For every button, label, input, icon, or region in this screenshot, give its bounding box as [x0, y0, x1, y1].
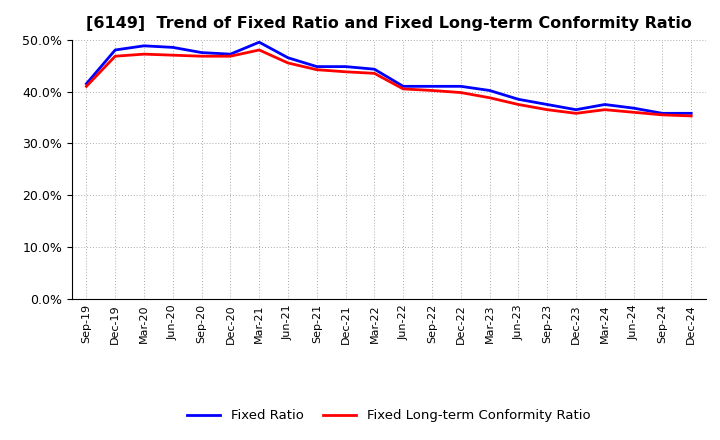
Fixed Ratio: [687, 111, 696, 116]
Fixed Long-term Conformity Ratio: [543, 107, 552, 112]
Fixed Long-term Conformity Ratio: [370, 71, 379, 76]
Fixed Long-term Conformity Ratio: [485, 95, 494, 100]
Fixed Long-term Conformity Ratio: [514, 102, 523, 107]
Fixed Long-term Conformity Ratio: [111, 54, 120, 59]
Fixed Ratio: [255, 40, 264, 45]
Fixed Long-term Conformity Ratio: [456, 90, 465, 95]
Fixed Ratio: [284, 55, 292, 60]
Fixed Ratio: [658, 111, 667, 116]
Fixed Ratio: [543, 102, 552, 107]
Fixed Ratio: [341, 64, 350, 69]
Line: Fixed Long-term Conformity Ratio: Fixed Long-term Conformity Ratio: [86, 50, 691, 116]
Fixed Ratio: [485, 88, 494, 93]
Fixed Ratio: [82, 81, 91, 86]
Fixed Long-term Conformity Ratio: [197, 54, 206, 59]
Fixed Ratio: [399, 84, 408, 89]
Fixed Long-term Conformity Ratio: [284, 60, 292, 66]
Fixed Long-term Conformity Ratio: [341, 69, 350, 74]
Fixed Long-term Conformity Ratio: [140, 51, 148, 57]
Fixed Long-term Conformity Ratio: [687, 113, 696, 118]
Fixed Ratio: [428, 84, 436, 89]
Fixed Ratio: [197, 50, 206, 55]
Fixed Ratio: [572, 107, 580, 112]
Fixed Ratio: [600, 102, 609, 107]
Fixed Ratio: [514, 97, 523, 102]
Fixed Ratio: [456, 84, 465, 89]
Legend: Fixed Ratio, Fixed Long-term Conformity Ratio: Fixed Ratio, Fixed Long-term Conformity …: [182, 404, 595, 428]
Fixed Ratio: [312, 64, 321, 69]
Fixed Long-term Conformity Ratio: [629, 110, 638, 115]
Fixed Ratio: [140, 43, 148, 48]
Fixed Long-term Conformity Ratio: [572, 111, 580, 116]
Title: [6149]  Trend of Fixed Ratio and Fixed Long-term Conformity Ratio: [6149] Trend of Fixed Ratio and Fixed Lo…: [86, 16, 692, 32]
Fixed Long-term Conformity Ratio: [226, 54, 235, 59]
Fixed Ratio: [370, 66, 379, 72]
Fixed Long-term Conformity Ratio: [428, 88, 436, 93]
Fixed Ratio: [111, 48, 120, 53]
Fixed Ratio: [168, 45, 177, 50]
Fixed Long-term Conformity Ratio: [600, 107, 609, 112]
Fixed Long-term Conformity Ratio: [168, 52, 177, 58]
Fixed Long-term Conformity Ratio: [312, 67, 321, 72]
Fixed Long-term Conformity Ratio: [82, 84, 91, 89]
Fixed Ratio: [226, 51, 235, 57]
Fixed Long-term Conformity Ratio: [255, 48, 264, 53]
Fixed Long-term Conformity Ratio: [399, 86, 408, 92]
Line: Fixed Ratio: Fixed Ratio: [86, 42, 691, 114]
Fixed Long-term Conformity Ratio: [658, 112, 667, 117]
Fixed Ratio: [629, 106, 638, 111]
